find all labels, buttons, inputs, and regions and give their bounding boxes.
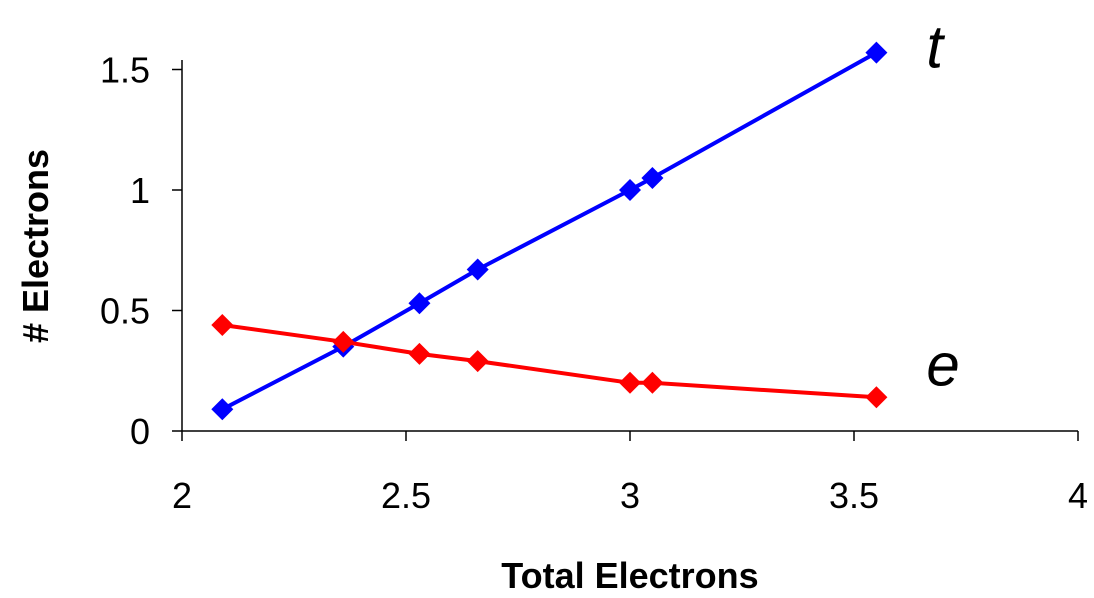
series-layer: te xyxy=(211,14,960,421)
data-point-e xyxy=(619,371,641,394)
x-tick-label: 2.5 xyxy=(381,475,431,516)
data-point-e xyxy=(641,371,664,394)
y-tick-label: 1 xyxy=(130,170,150,211)
labels: Total Electrons # Electrons xyxy=(15,149,759,596)
series-label-e: e xyxy=(926,331,959,398)
x-tick-label: 2 xyxy=(172,475,192,516)
series-e: e xyxy=(211,313,960,409)
data-point-e xyxy=(466,350,489,373)
data-point-t xyxy=(641,166,664,189)
x-axis-title: Total Electrons xyxy=(501,555,758,596)
data-point-t xyxy=(466,258,489,281)
x-tick-label: 4 xyxy=(1068,475,1088,516)
data-point-t xyxy=(865,41,888,64)
data-point-e xyxy=(211,313,234,336)
data-point-e xyxy=(332,330,355,353)
data-point-t xyxy=(408,292,431,315)
y-tick-label: 0 xyxy=(130,411,150,452)
y-axis-title: # Electrons xyxy=(15,149,56,343)
data-point-t xyxy=(619,179,641,201)
y-tick-label: 0.5 xyxy=(100,291,150,332)
series-t: t xyxy=(211,14,945,421)
data-point-e xyxy=(865,386,888,409)
data-point-t xyxy=(211,398,234,421)
x-tick-label: 3 xyxy=(620,475,640,516)
series-line-t xyxy=(221,50,878,412)
series-line-e xyxy=(222,323,877,400)
ticks: 2 2.5 3 3.5 4 0 0.5 1 1.5 xyxy=(100,50,1088,517)
x-tick-label: 3.5 xyxy=(829,475,879,516)
series-label-t: t xyxy=(926,14,945,81)
y-tick-label: 1.5 xyxy=(100,50,150,91)
data-point-e xyxy=(408,342,431,365)
